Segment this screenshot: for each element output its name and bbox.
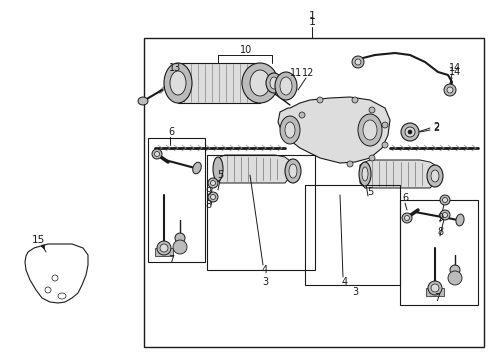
Text: 11: 11	[289, 68, 302, 78]
Circle shape	[443, 84, 455, 96]
Bar	[155, 248, 173, 256]
Circle shape	[447, 271, 461, 285]
Ellipse shape	[280, 116, 299, 144]
Circle shape	[407, 130, 411, 134]
Text: 9: 9	[436, 213, 442, 223]
Text: 5: 5	[217, 170, 223, 180]
Circle shape	[210, 180, 215, 185]
Text: 15: 15	[31, 235, 44, 245]
Circle shape	[316, 97, 323, 103]
Ellipse shape	[280, 77, 291, 95]
Text: 7: 7	[167, 255, 174, 265]
Polygon shape	[359, 160, 434, 188]
Bar	[399, 200, 477, 305]
Ellipse shape	[455, 214, 463, 226]
Polygon shape	[278, 97, 389, 163]
Circle shape	[427, 281, 441, 295]
Circle shape	[346, 161, 352, 167]
Bar	[305, 185, 399, 285]
Circle shape	[175, 233, 184, 243]
Ellipse shape	[285, 122, 294, 138]
Text: 13: 13	[168, 63, 181, 73]
Circle shape	[207, 192, 218, 202]
Ellipse shape	[269, 77, 278, 89]
Text: 2: 2	[432, 122, 438, 132]
Text: 1: 1	[308, 17, 315, 27]
Ellipse shape	[138, 97, 148, 105]
Circle shape	[404, 216, 408, 220]
Circle shape	[210, 194, 215, 199]
Ellipse shape	[242, 63, 278, 103]
Ellipse shape	[163, 63, 192, 103]
Circle shape	[351, 97, 357, 103]
Ellipse shape	[249, 70, 269, 96]
Ellipse shape	[361, 167, 367, 181]
Circle shape	[404, 127, 414, 137]
Circle shape	[207, 178, 218, 188]
Circle shape	[368, 155, 374, 161]
Circle shape	[173, 240, 186, 254]
Text: 14: 14	[448, 67, 460, 77]
Text: 7: 7	[433, 293, 439, 303]
Text: 9: 9	[204, 187, 211, 197]
Text: 1: 1	[308, 11, 315, 21]
Bar	[425, 288, 443, 296]
Ellipse shape	[192, 162, 201, 174]
Ellipse shape	[288, 164, 296, 178]
Circle shape	[442, 198, 447, 202]
Ellipse shape	[362, 120, 376, 140]
Circle shape	[152, 149, 162, 159]
Circle shape	[400, 123, 418, 141]
Circle shape	[446, 87, 452, 93]
Polygon shape	[215, 155, 289, 183]
Circle shape	[381, 122, 387, 128]
Circle shape	[351, 56, 363, 68]
Bar	[178, 63, 260, 103]
Text: 8: 8	[204, 200, 211, 210]
Text: 10: 10	[240, 45, 252, 55]
Text: 6: 6	[167, 127, 174, 137]
Ellipse shape	[170, 71, 185, 95]
Text: 4: 4	[262, 265, 267, 275]
Ellipse shape	[265, 73, 282, 93]
Circle shape	[381, 142, 387, 148]
Ellipse shape	[426, 165, 442, 187]
Bar	[143, 38, 483, 347]
Text: 12: 12	[301, 68, 314, 78]
Circle shape	[449, 265, 459, 275]
Circle shape	[160, 244, 168, 252]
Text: 3: 3	[262, 277, 267, 287]
Text: 4: 4	[341, 277, 347, 287]
Circle shape	[401, 213, 411, 223]
Circle shape	[368, 107, 374, 113]
Ellipse shape	[357, 114, 381, 146]
Bar	[148, 138, 204, 262]
Circle shape	[439, 195, 449, 205]
Circle shape	[442, 212, 447, 217]
Ellipse shape	[274, 72, 296, 100]
Circle shape	[157, 241, 171, 255]
Text: 5: 5	[366, 187, 372, 197]
Text: 2: 2	[432, 123, 438, 133]
Circle shape	[354, 59, 360, 65]
Circle shape	[430, 284, 438, 292]
Ellipse shape	[213, 157, 223, 181]
Text: 14: 14	[448, 63, 460, 73]
Text: 3: 3	[351, 287, 357, 297]
Circle shape	[439, 210, 449, 220]
Text: 8: 8	[436, 227, 442, 237]
Ellipse shape	[430, 170, 438, 182]
Text: 6: 6	[401, 193, 407, 203]
Ellipse shape	[285, 159, 301, 183]
Circle shape	[154, 152, 159, 157]
Circle shape	[298, 112, 305, 118]
Bar	[206, 155, 314, 270]
Ellipse shape	[358, 162, 370, 186]
